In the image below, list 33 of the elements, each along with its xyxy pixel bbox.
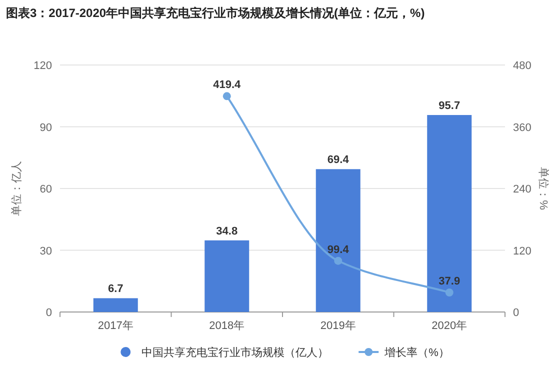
point (334, 256, 342, 265)
y2-tick-label: 360 (513, 122, 532, 134)
data-label: 34.8 (216, 225, 238, 238)
y-axis-title: 单位：亿人 (10, 161, 23, 216)
x-tick-label: 2018年 (209, 320, 245, 332)
point (445, 288, 454, 296)
x-tick-label: 2020年 (432, 320, 468, 332)
bar (427, 115, 472, 312)
chart-title: 图表3：2017-2020年中国共享充电宝行业市场规模及增长情况(单位：亿元，%) (6, 6, 425, 20)
y-tick-label: 0 (46, 307, 52, 319)
data-label: 95.7 (438, 100, 460, 112)
y2-tick-label: 0 (513, 307, 520, 319)
y-tick-label: 60 (40, 184, 52, 196)
y-tick-label: 120 (34, 60, 52, 72)
y2-tick-label: 480 (513, 60, 532, 72)
bar (316, 169, 360, 312)
legend-label: 中国共享充电宝行业市场规模（亿人） (142, 346, 329, 359)
x-tick-label: 2019年 (320, 320, 356, 332)
data-label: 99.4 (327, 244, 350, 256)
bar (204, 240, 250, 312)
x-tick-label: 2017年 (98, 320, 134, 332)
y2-axis-title: 单位：% (537, 167, 550, 210)
bar (93, 298, 138, 312)
data-label: 37.9 (438, 275, 460, 288)
data-label: 69.4 (327, 154, 350, 166)
data-label: 6.7 (108, 283, 124, 296)
y2-tick-label: 120 (513, 245, 532, 258)
legend-label: 增长率（%） (384, 346, 450, 359)
y-tick-label: 30 (40, 245, 52, 258)
y2-tick-label: 240 (513, 184, 532, 196)
y-tick-label: 90 (40, 122, 52, 134)
data-label: 419.4 (213, 79, 242, 92)
point (222, 92, 231, 100)
